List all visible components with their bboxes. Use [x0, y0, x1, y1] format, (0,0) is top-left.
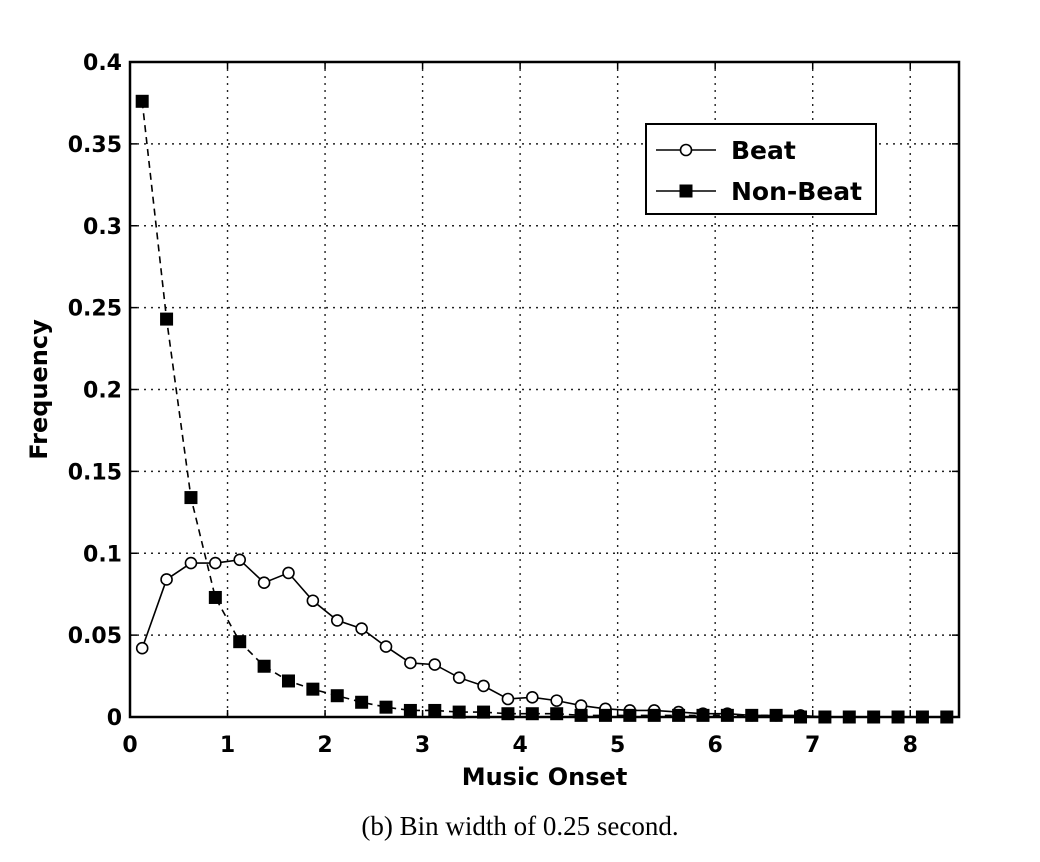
data-point-beat: [282, 566, 295, 580]
data-point-non-beat: [745, 708, 759, 722]
data-point-non-beat: [184, 491, 198, 505]
y-tick-label: 0.15: [68, 460, 122, 485]
data-point-non-beat: [403, 703, 417, 717]
y-tick-label: 0.3: [83, 215, 122, 240]
data-point-non-beat: [160, 312, 174, 326]
y-tick-label: 0: [107, 706, 122, 731]
legend-box: [645, 123, 877, 215]
data-point-beat: [404, 656, 417, 670]
data-point-non-beat: [501, 707, 515, 721]
legend-marker-non-beat: [679, 184, 693, 198]
legend-label-non-beat: Non-Beat: [731, 177, 862, 206]
data-point-non-beat: [257, 659, 271, 673]
data-point-non-beat: [598, 708, 612, 722]
data-point-beat: [160, 573, 173, 586]
data-point-beat: [209, 556, 222, 570]
x-tick-label: 7: [805, 733, 820, 758]
data-point-beat: [135, 641, 149, 655]
data-point-beat: [428, 658, 442, 671]
data-point-non-beat: [477, 705, 491, 719]
data-point-non-beat: [574, 708, 588, 722]
data-point-non-beat: [696, 708, 710, 722]
data-point-non-beat: [135, 94, 149, 108]
x-tick-label: 5: [610, 733, 625, 758]
x-tick-label: 0: [122, 733, 137, 758]
plot-series: [135, 94, 954, 724]
legend-marker-beat: [679, 143, 693, 157]
data-point-non-beat: [233, 635, 247, 649]
data-point-beat: [379, 640, 393, 653]
y-tick-label: 0.25: [68, 297, 122, 322]
data-point-beat: [501, 692, 515, 706]
data-point-beat: [306, 594, 320, 608]
data-point-non-beat: [672, 708, 686, 722]
data-point-non-beat: [550, 707, 564, 721]
axis-ticks: [129, 61, 959, 718]
data-point-non-beat: [452, 705, 466, 719]
legend-label-beat: Beat: [731, 136, 796, 165]
data-point-non-beat: [208, 590, 222, 604]
data-point-beat: [355, 622, 368, 635]
data-point-beat: [233, 553, 247, 567]
data-point-non-beat: [355, 695, 369, 709]
data-point-non-beat: [647, 708, 661, 722]
data-point-non-beat: [769, 708, 783, 722]
data-point-beat: [477, 679, 490, 693]
data-point-beat: [526, 691, 539, 704]
series-beat: [135, 553, 954, 724]
x-tick-label: 1: [220, 733, 235, 758]
grid: [130, 62, 959, 717]
y-tick-label: 0.35: [68, 133, 122, 158]
data-point-non-beat: [428, 703, 442, 717]
x-tick-label: 2: [317, 733, 332, 758]
legend: Beat Non-Beat: [645, 123, 877, 215]
y-axis-label: Frequency: [25, 319, 53, 460]
data-point-beat: [330, 614, 344, 627]
x-tick-label: 4: [512, 733, 527, 758]
data-point-non-beat: [720, 708, 734, 722]
data-point-beat: [257, 576, 271, 590]
data-point-non-beat: [306, 682, 320, 696]
data-point-beat: [550, 694, 563, 707]
data-point-non-beat: [623, 708, 637, 722]
y-tick-label: 0.4: [83, 51, 122, 76]
y-tick-label: 0.1: [83, 542, 122, 567]
x-tick-label: 3: [415, 733, 430, 758]
x-axis-label: Music Onset: [462, 763, 628, 791]
data-point-non-beat: [379, 700, 393, 714]
y-tick-label: 0.05: [68, 624, 122, 649]
x-tick-label: 6: [708, 733, 723, 758]
data-point-non-beat: [525, 707, 539, 721]
data-point-non-beat: [281, 674, 295, 688]
figure-caption: (b) Bin width of 0.25 second.: [361, 811, 678, 841]
data-point-beat: [184, 556, 198, 570]
x-tick-label: 8: [903, 733, 918, 758]
data-point-beat: [452, 671, 466, 685]
data-point-non-beat: [330, 689, 344, 703]
y-tick-label: 0.2: [83, 379, 122, 404]
tick-labels: 0 1 2 3 4 5 6 7 8 0 0.05 0.1 0.15 0.2 0.25 0.3 0.35 0.4: [68, 51, 918, 758]
